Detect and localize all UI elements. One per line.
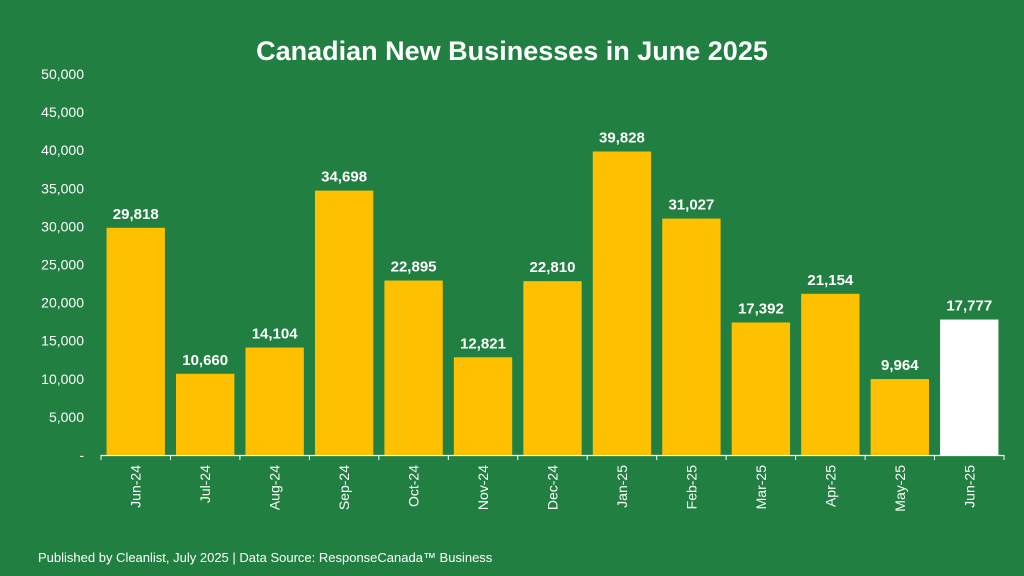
bar — [662, 218, 721, 455]
bar — [731, 322, 791, 455]
bar — [801, 293, 860, 455]
data-label: 17,392 — [738, 300, 784, 317]
data-label: 14,104 — [252, 326, 299, 343]
y-tick-label: 40,000 — [41, 142, 84, 158]
x-tick-label: Jul-24 — [197, 465, 213, 503]
y-tick-label: 15,000 — [41, 333, 84, 349]
y-tick-label: 5,000 — [49, 409, 84, 425]
y-tick-label: 35,000 — [41, 180, 84, 196]
bar — [592, 151, 652, 456]
data-label: 29,818 — [113, 206, 159, 223]
x-tick-label: Jun-25 — [961, 465, 977, 508]
x-tick-label: Dec-24 — [545, 465, 561, 510]
x-tick-label: May-25 — [892, 465, 908, 512]
data-label: 10,660 — [182, 352, 228, 369]
data-label: 31,027 — [668, 197, 714, 214]
bar — [940, 319, 999, 455]
x-tick-label: Oct-24 — [406, 465, 422, 507]
y-tick-label: 10,000 — [41, 371, 84, 387]
y-tick-label: - — [79, 447, 84, 463]
bar — [245, 347, 304, 455]
footer-note: Published by Cleanlist, July 2025 | Data… — [38, 550, 493, 565]
data-label: 17,777 — [946, 298, 992, 315]
x-tick-label: Jun-24 — [128, 465, 144, 508]
bar — [453, 357, 513, 455]
bar — [314, 190, 374, 455]
y-tick-label: 25,000 — [41, 257, 84, 273]
y-tick-label: 45,000 — [41, 104, 84, 120]
bar — [870, 379, 929, 455]
bar — [106, 227, 165, 455]
x-tick-label: Nov-24 — [475, 465, 491, 510]
x-tick-label: Jan-25 — [614, 465, 630, 508]
data-label: 22,810 — [530, 259, 576, 276]
bar — [384, 280, 443, 455]
x-tick-label: Aug-24 — [267, 465, 283, 510]
data-label: 9,964 — [881, 357, 919, 374]
x-tick-label: Mar-25 — [753, 465, 769, 510]
data-label: 34,698 — [321, 169, 367, 186]
x-tick-label: Apr-25 — [822, 465, 838, 507]
y-tick-label: 30,000 — [41, 218, 84, 234]
bar — [176, 373, 235, 455]
data-label: 12,821 — [460, 335, 506, 352]
chart-title: Canadian New Businesses in June 2025 — [256, 36, 768, 66]
bar — [523, 281, 582, 455]
data-label: 21,154 — [807, 272, 854, 289]
data-label: 39,828 — [599, 130, 645, 147]
x-tick-label: Sep-24 — [336, 465, 352, 510]
data-label: 22,895 — [391, 259, 437, 276]
y-tick-label: 50,000 — [41, 66, 84, 82]
y-tick-label: 20,000 — [41, 295, 84, 311]
x-tick-label: Feb-25 — [683, 465, 699, 510]
